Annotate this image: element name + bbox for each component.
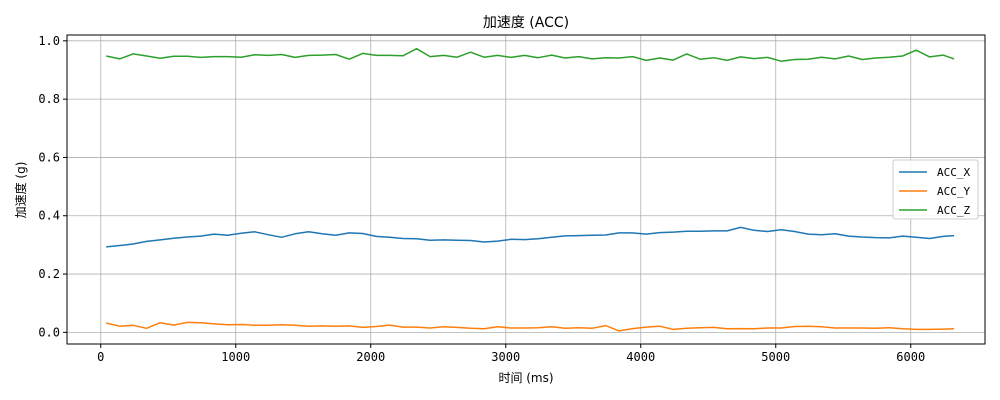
y-tick-label: 1.0 [38, 34, 60, 48]
legend: ACC_X ACC_Y ACC_Z [892, 159, 979, 220]
x-tick-label: 4000 [626, 350, 655, 364]
series-line-acc-x [106, 226, 955, 248]
x-axis-title: 时间 (ms) [498, 371, 553, 385]
x-tick-label: 0 [97, 350, 104, 364]
plot-frame [66, 34, 986, 345]
x-tick-label: 5000 [761, 350, 790, 364]
x-tick-label: 6000 [896, 350, 925, 364]
chart-title: 加速度 (ACC) [483, 15, 569, 31]
x-tick-label: 2000 [356, 350, 385, 364]
y-axis-title: 加速度 (g) [13, 162, 28, 219]
legend-box [892, 159, 979, 220]
grid-lines [67, 35, 985, 344]
series-line-acc-y [106, 321, 955, 332]
axis-ticks: 0 1000 2000 3000 4000 5000 6000 0.0 0.2 0.4 0.6 0.8… [38, 34, 925, 364]
x-tick-label: 3000 [491, 350, 520, 364]
y-tick-label: 0.8 [38, 92, 60, 106]
legend-label-acc-x: ACC_X [937, 166, 970, 179]
x-tick-label: 1000 [221, 350, 250, 364]
legend-label-acc-z: ACC_Z [937, 204, 970, 217]
legend-label-acc-y: ACC_Y [937, 185, 970, 198]
series-lines [106, 47, 955, 332]
series-line-acc-z [106, 47, 955, 62]
y-tick-label: 0.4 [38, 209, 60, 223]
y-tick-label: 0.2 [38, 267, 60, 281]
y-tick-label: 0.6 [38, 150, 60, 164]
y-tick-label: 0.0 [38, 325, 60, 339]
